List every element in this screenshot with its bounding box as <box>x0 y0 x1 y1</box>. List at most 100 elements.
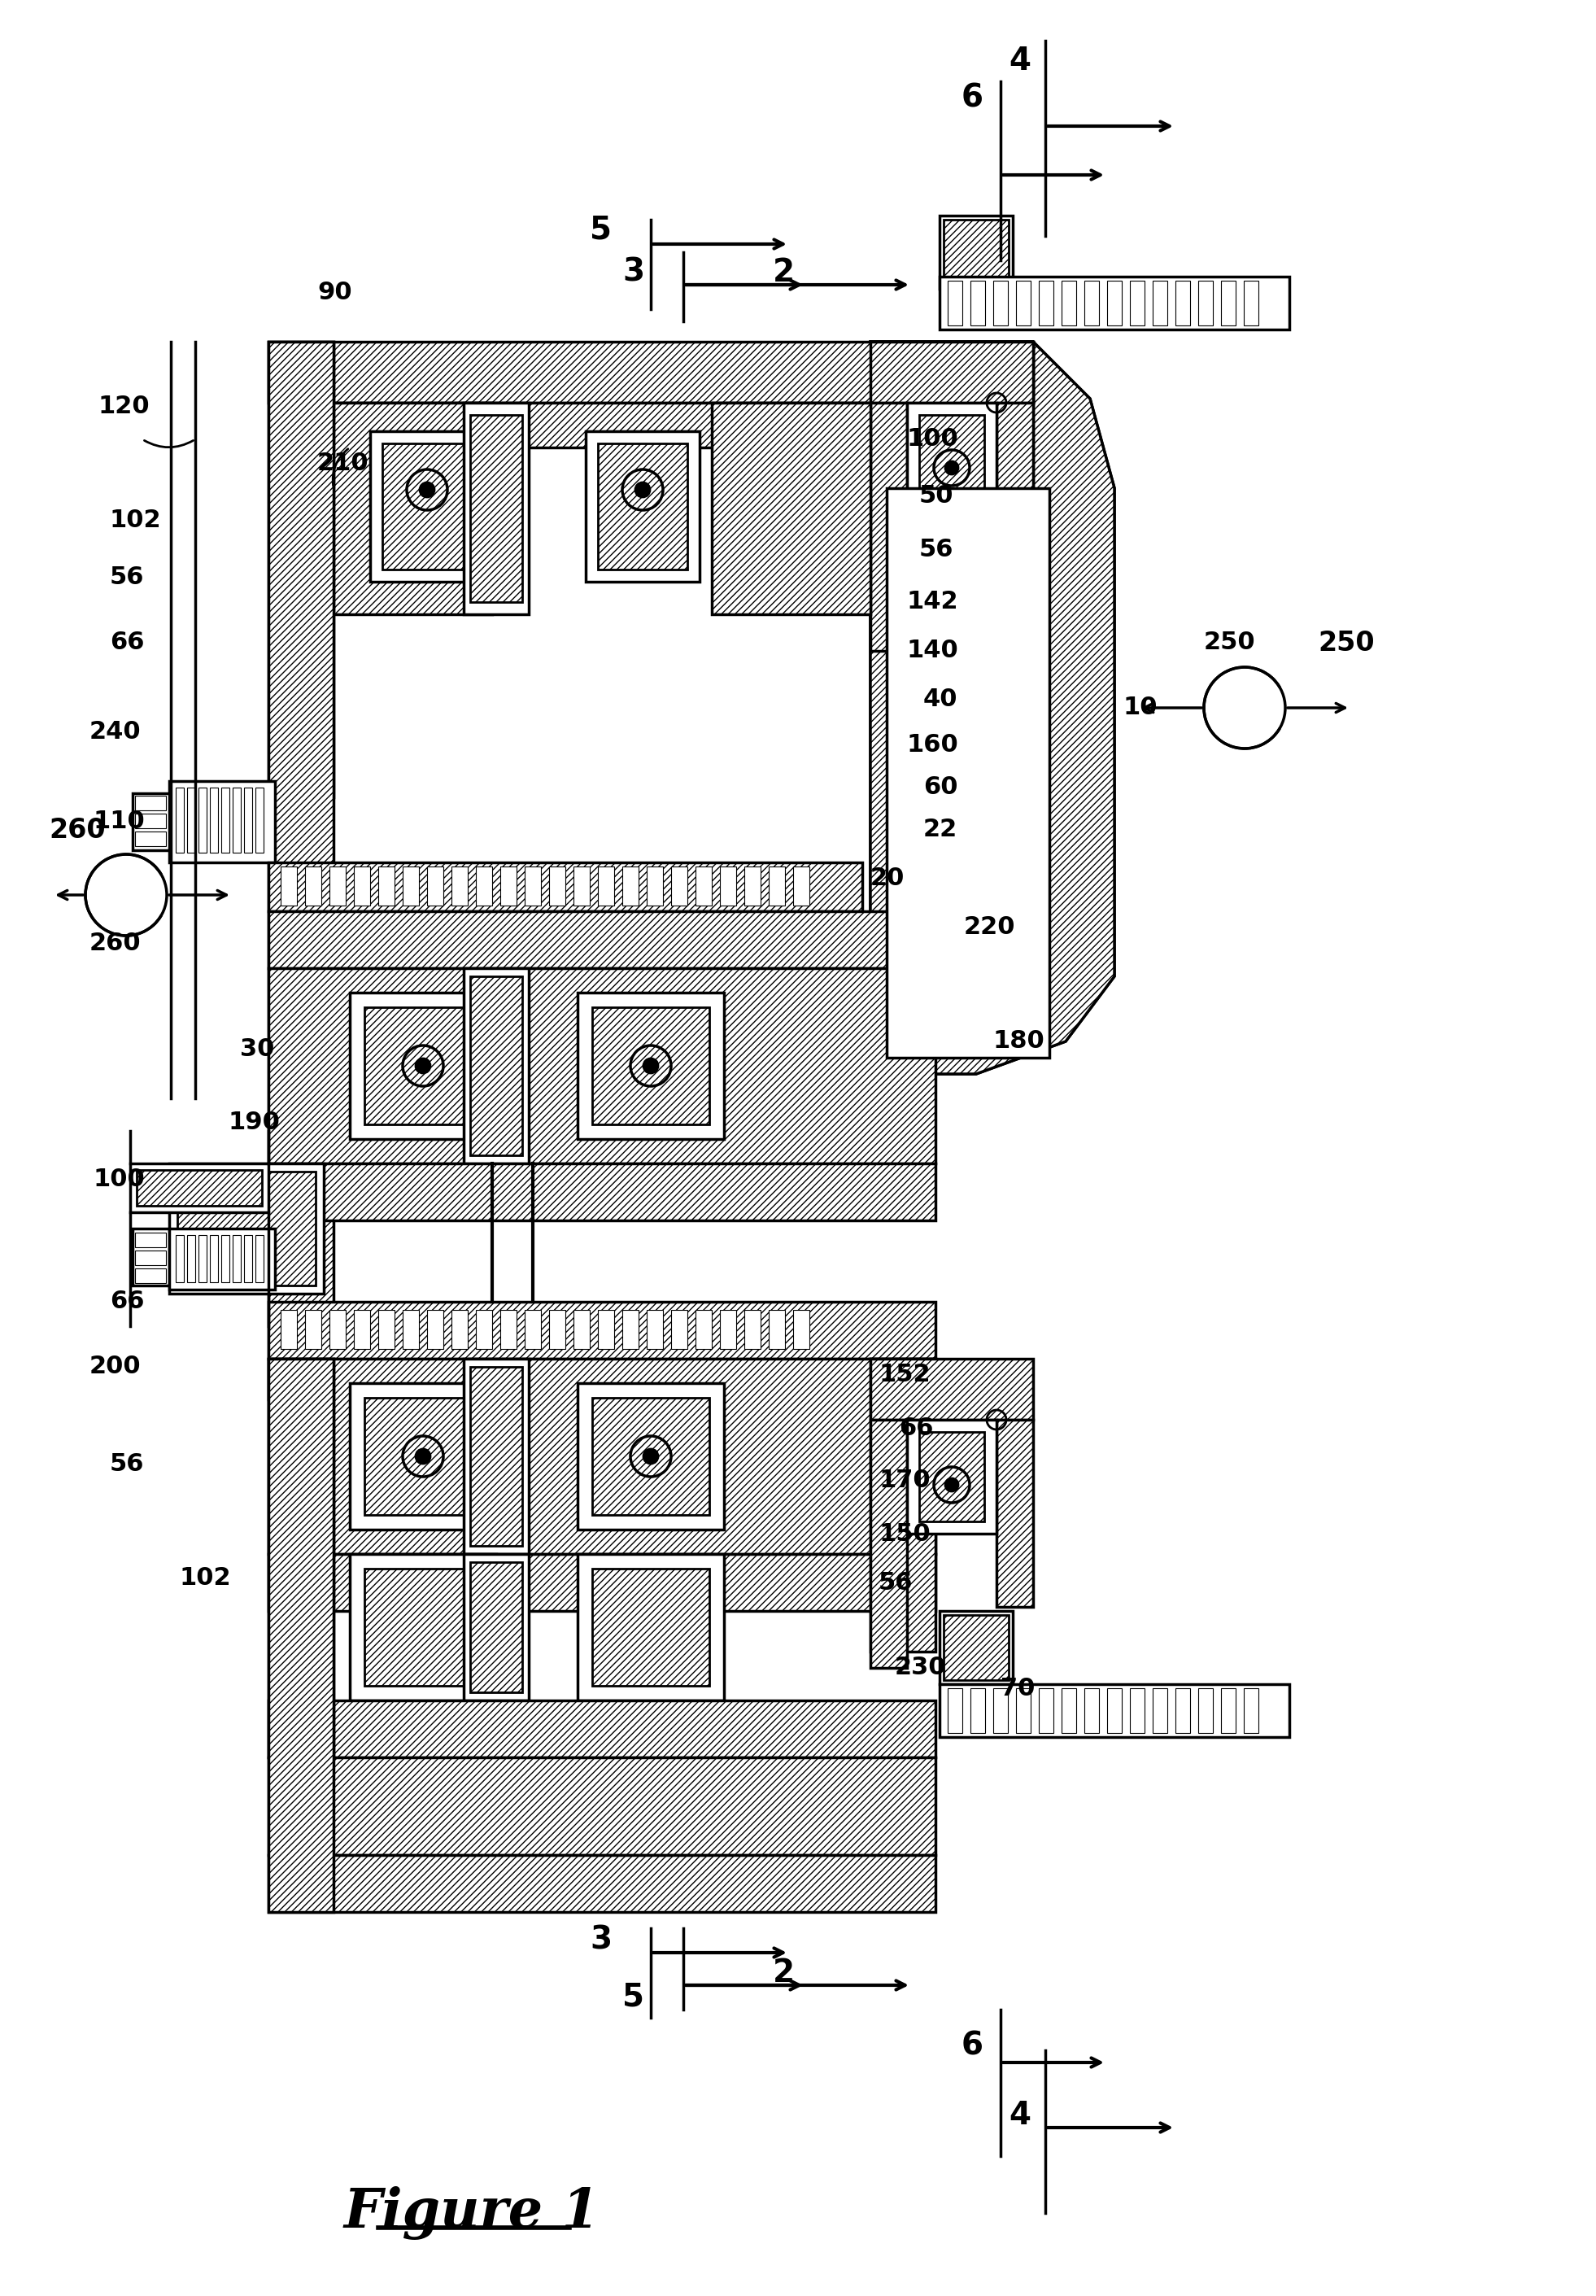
Bar <box>137 1171 262 1205</box>
Bar <box>1221 1688 1235 1733</box>
Bar <box>592 1568 709 1685</box>
Bar <box>131 1164 268 1212</box>
Text: 56: 56 <box>919 537 954 560</box>
Text: 66: 66 <box>110 631 144 654</box>
Bar <box>549 866 565 905</box>
Bar <box>378 1311 394 1350</box>
Bar <box>549 1311 565 1350</box>
Bar <box>187 788 195 852</box>
Bar <box>136 1251 166 1265</box>
Bar <box>1017 280 1031 326</box>
Bar <box>334 402 492 615</box>
Bar <box>244 1235 252 1281</box>
Bar <box>1108 280 1122 326</box>
Bar <box>943 1614 1009 1681</box>
Bar <box>222 1235 230 1281</box>
Text: 56: 56 <box>878 1570 913 1593</box>
Bar <box>378 866 394 905</box>
Bar <box>870 342 1033 402</box>
Text: 56: 56 <box>110 565 144 590</box>
Bar <box>907 1419 996 1534</box>
Bar <box>525 1311 541 1350</box>
Bar <box>1130 1688 1144 1733</box>
Bar <box>919 1433 985 1522</box>
Text: 152: 152 <box>878 1364 930 1387</box>
Bar <box>268 1855 935 1913</box>
Bar <box>573 1311 591 1350</box>
Bar <box>586 432 699 581</box>
Bar <box>305 866 321 905</box>
Bar <box>1084 280 1100 326</box>
Bar <box>993 1688 1007 1733</box>
Text: 4: 4 <box>1009 46 1031 76</box>
Bar <box>720 1311 736 1350</box>
Bar <box>198 1235 206 1281</box>
Text: 160: 160 <box>907 732 959 755</box>
Text: 5: 5 <box>591 216 611 246</box>
Text: 56: 56 <box>110 1453 144 1476</box>
Bar <box>176 788 184 852</box>
Bar <box>1199 1688 1213 1733</box>
Bar <box>334 402 969 448</box>
Bar <box>136 831 166 847</box>
Bar <box>940 216 1013 289</box>
Text: 120: 120 <box>97 395 150 418</box>
Bar <box>476 1311 492 1350</box>
Bar <box>281 1311 297 1350</box>
Bar <box>996 1419 1033 1607</box>
Bar <box>592 1008 709 1125</box>
Bar <box>383 443 472 569</box>
Circle shape <box>415 1449 431 1463</box>
Bar <box>364 1008 482 1125</box>
Bar <box>471 976 522 1155</box>
Bar <box>169 1228 275 1290</box>
Text: 210: 210 <box>318 452 369 475</box>
Bar <box>598 866 614 905</box>
Bar <box>464 402 528 615</box>
Bar <box>255 788 263 852</box>
Bar <box>187 1235 195 1281</box>
Bar <box>670 1311 688 1350</box>
Bar <box>1130 280 1144 326</box>
Circle shape <box>643 1449 658 1463</box>
Bar <box>1039 1688 1053 1733</box>
Bar <box>268 1756 935 1855</box>
Bar <box>907 402 996 517</box>
Bar <box>268 1359 935 1554</box>
Bar <box>500 1311 517 1350</box>
Text: 200: 200 <box>89 1355 140 1378</box>
Bar <box>354 1311 370 1350</box>
Text: 40: 40 <box>922 689 958 712</box>
Text: 230: 230 <box>895 1655 946 1681</box>
Bar <box>233 788 241 852</box>
Text: 60: 60 <box>922 776 958 799</box>
Text: 100: 100 <box>907 427 959 450</box>
Bar <box>198 788 206 852</box>
Bar <box>255 1235 263 1281</box>
Bar <box>870 1419 907 1667</box>
Bar <box>1152 1688 1167 1733</box>
Bar <box>598 1311 614 1350</box>
Circle shape <box>945 1479 958 1492</box>
Bar <box>471 1366 522 1545</box>
Bar <box>305 1311 321 1350</box>
Bar <box>940 1612 1013 1685</box>
Bar <box>136 1267 166 1283</box>
Text: 110: 110 <box>94 810 145 833</box>
Bar <box>969 342 1033 585</box>
Bar <box>268 912 935 969</box>
Bar <box>870 1359 935 1651</box>
Bar <box>177 1171 316 1286</box>
Text: 90: 90 <box>318 280 353 305</box>
Bar <box>350 1382 496 1529</box>
Bar <box>464 1554 528 1701</box>
Bar <box>464 1359 528 1554</box>
Bar <box>1061 280 1076 326</box>
Bar <box>402 1311 418 1350</box>
Bar <box>428 866 444 905</box>
Bar <box>769 866 785 905</box>
Text: 10: 10 <box>1122 696 1157 719</box>
Bar <box>268 1164 935 1221</box>
Bar <box>222 788 230 852</box>
Bar <box>464 969 528 1164</box>
